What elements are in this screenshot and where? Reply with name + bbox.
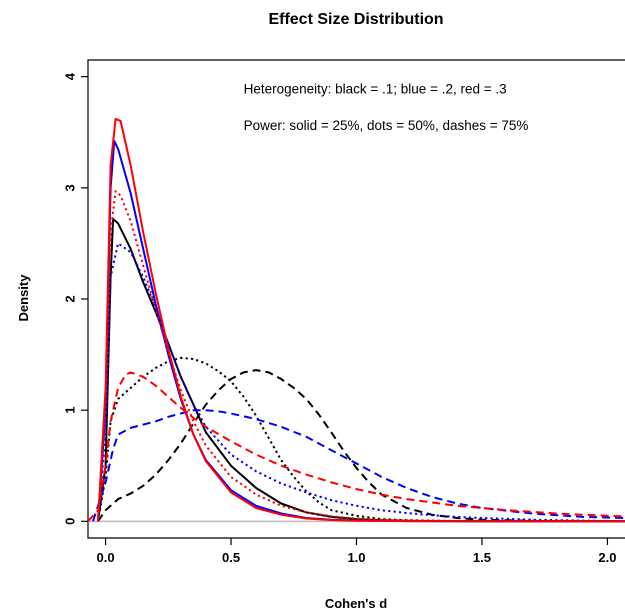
x-tick-label: 0.5 — [222, 550, 240, 565]
series-line-blue-solid — [97, 140, 625, 523]
x-tick-label: 2.0 — [598, 550, 616, 565]
x-tick-label: 0.0 — [97, 550, 115, 565]
annotation-power: Power: solid = 25%, dots = 50%, dashes =… — [244, 118, 529, 133]
plot-area: 0.0 0.5 1.0 1.5 2.0 0 1 2 3 4 — [63, 59, 625, 565]
y-tick-label: 4 — [63, 72, 78, 80]
series-line-black-dotted — [97, 356, 625, 523]
x-tick-label: 1.0 — [347, 550, 365, 565]
x-axis-label: Cohen's d — [325, 596, 387, 611]
y-tick-label: 2 — [63, 295, 78, 302]
series-line-black-solid — [97, 218, 625, 523]
x-tick-label: 1.5 — [473, 550, 491, 565]
series-line-red-dotted — [97, 190, 625, 523]
y-tick-label: 3 — [63, 184, 78, 191]
series-line-blue-dashed — [92, 409, 625, 522]
y-tick-label: 1 — [63, 407, 78, 414]
series-line-black-dashed — [97, 369, 625, 523]
series-line-blue-dotted — [97, 242, 625, 523]
y-tick-label: 0 — [63, 518, 78, 525]
annotation-heterogeneity: Heterogeneity: black = .1; blue = .2, re… — [244, 81, 507, 96]
chart-title: Effect Size Distribution — [268, 11, 443, 28]
series-line-red-solid — [97, 117, 625, 523]
y-axis-label: Density — [16, 274, 31, 322]
series-line-red-dashed — [88, 371, 625, 522]
